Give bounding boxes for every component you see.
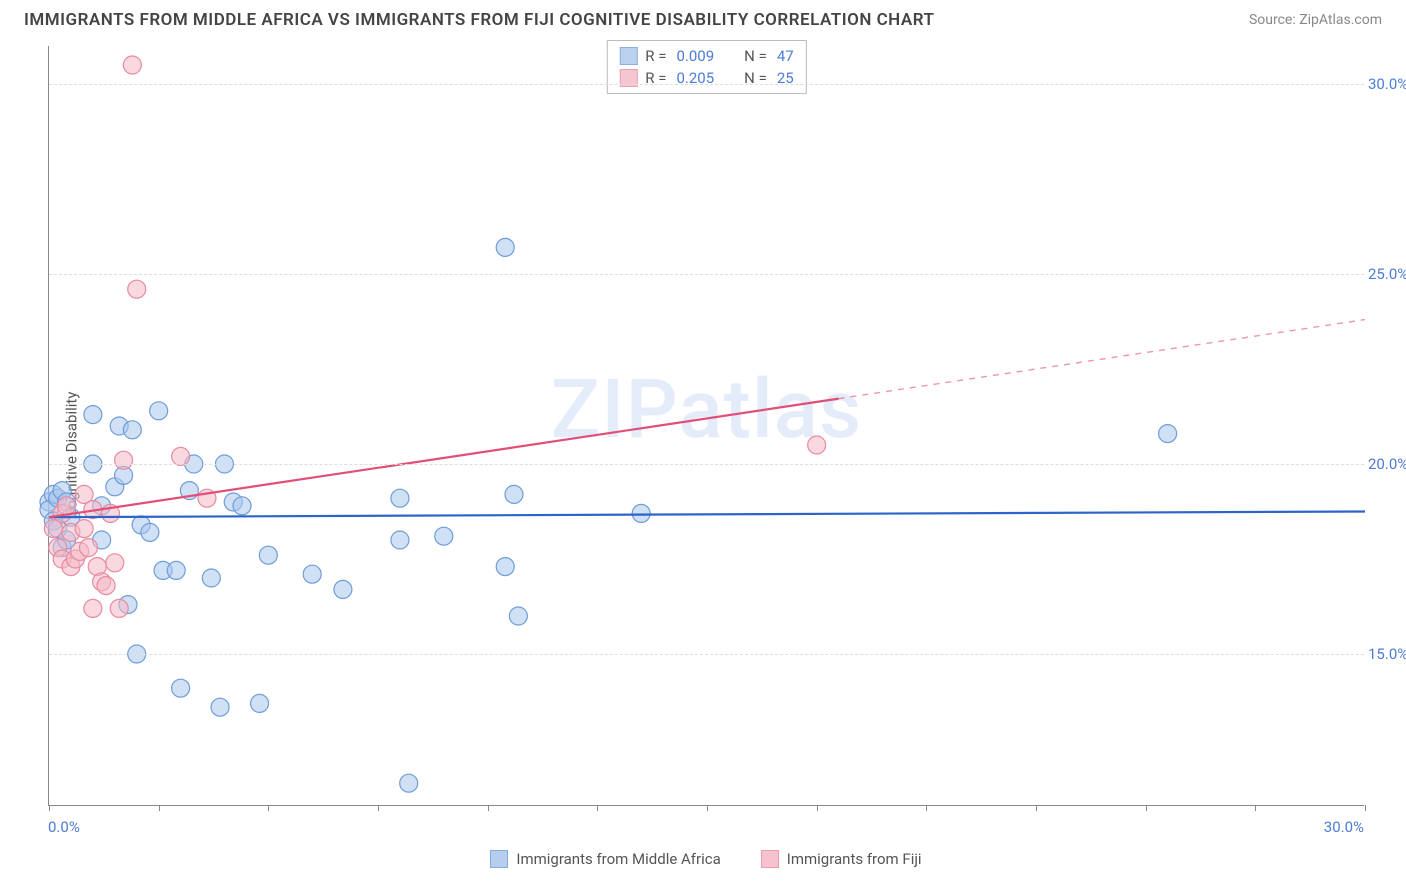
data-point — [141, 523, 159, 541]
gridline-h — [49, 84, 1364, 85]
data-point — [115, 451, 133, 469]
plot-area: ZIPatlas R =0.009N =47R =0.205N =25 15.0… — [48, 46, 1364, 806]
data-point — [84, 599, 102, 617]
data-point — [632, 504, 650, 522]
x-tick — [1146, 805, 1147, 811]
data-point — [167, 561, 185, 579]
data-point — [496, 238, 514, 256]
series-legend-label: Immigrants from Fiji — [787, 850, 922, 868]
gridline-h — [49, 654, 1364, 655]
gridline-h — [49, 274, 1364, 275]
data-point — [233, 497, 251, 515]
data-point — [334, 580, 352, 598]
data-point — [106, 554, 124, 572]
data-point — [391, 531, 409, 549]
data-point — [110, 599, 128, 617]
data-point — [150, 402, 168, 420]
title-bar: IMMIGRANTS FROM MIDDLE AFRICA VS IMMIGRA… — [0, 0, 1406, 36]
data-point — [58, 497, 76, 515]
x-tick — [1255, 805, 1256, 811]
series-legend-item: Immigrants from Middle Africa — [490, 850, 720, 868]
data-point — [505, 485, 523, 503]
data-point — [303, 565, 321, 583]
x-tick — [159, 805, 160, 811]
y-tick-label: 30.0% — [1368, 75, 1406, 93]
scatter-svg — [49, 46, 1365, 806]
x-tick — [1365, 805, 1366, 811]
data-point — [808, 436, 826, 454]
data-point — [509, 607, 527, 625]
data-point — [123, 56, 141, 74]
x-axis-start-label: 0.0% — [48, 818, 80, 836]
gridline-h — [49, 464, 1364, 465]
legend-swatch — [490, 850, 508, 868]
legend-row: R = 0.009 N = 47 — [619, 45, 793, 67]
data-point — [391, 489, 409, 507]
series-legend-label: Immigrants from Middle Africa — [516, 850, 720, 868]
legend-swatch — [619, 47, 637, 65]
data-point — [251, 694, 269, 712]
data-point — [211, 698, 229, 716]
source-attribution: Source: ZipAtlas.com — [1249, 12, 1382, 28]
legend-swatch — [761, 850, 779, 868]
data-point — [97, 577, 115, 595]
trend-line-extrapolated — [839, 320, 1365, 399]
legend-n-label: N = — [744, 47, 767, 65]
y-tick-label: 20.0% — [1368, 455, 1406, 473]
x-tick — [268, 805, 269, 811]
correlation-legend: R = 0.009 N = 47 R =0.205N =25 — [606, 40, 806, 94]
data-point — [202, 569, 220, 587]
trend-line — [49, 399, 839, 518]
y-tick-label: 15.0% — [1368, 645, 1406, 663]
x-tick — [707, 805, 708, 811]
data-point — [79, 539, 97, 557]
y-tick-label: 25.0% — [1368, 265, 1406, 283]
x-tick — [817, 805, 818, 811]
data-point — [84, 406, 102, 424]
chart-container: Cognitive Disability ZIPatlas R =0.009N … — [0, 36, 1406, 874]
series-legend: Immigrants from Middle Africa Immigrants … — [48, 850, 1364, 868]
data-point — [75, 520, 93, 538]
data-point — [496, 558, 514, 576]
x-tick — [597, 805, 598, 811]
x-tick — [926, 805, 927, 811]
legend-row: R =0.205N =25 — [619, 67, 793, 89]
x-tick — [1036, 805, 1037, 811]
data-point — [259, 546, 277, 564]
series-legend-item: Immigrants from Fiji — [761, 850, 922, 868]
legend-r-label: R = — [645, 47, 666, 65]
legend-n-value: 47 — [777, 47, 794, 65]
x-tick — [49, 805, 50, 811]
data-point — [1159, 425, 1177, 443]
x-tick — [378, 805, 379, 811]
data-point — [435, 527, 453, 545]
x-axis-end-label: 30.0% — [1324, 818, 1364, 836]
data-point — [172, 447, 190, 465]
data-point — [172, 679, 190, 697]
x-tick — [488, 805, 489, 811]
legend-r-value: 0.009 — [676, 47, 714, 65]
data-point — [400, 774, 418, 792]
data-point — [123, 421, 141, 439]
data-point — [128, 280, 146, 298]
chart-title: IMMIGRANTS FROM MIDDLE AFRICA VS IMMIGRA… — [24, 10, 934, 30]
